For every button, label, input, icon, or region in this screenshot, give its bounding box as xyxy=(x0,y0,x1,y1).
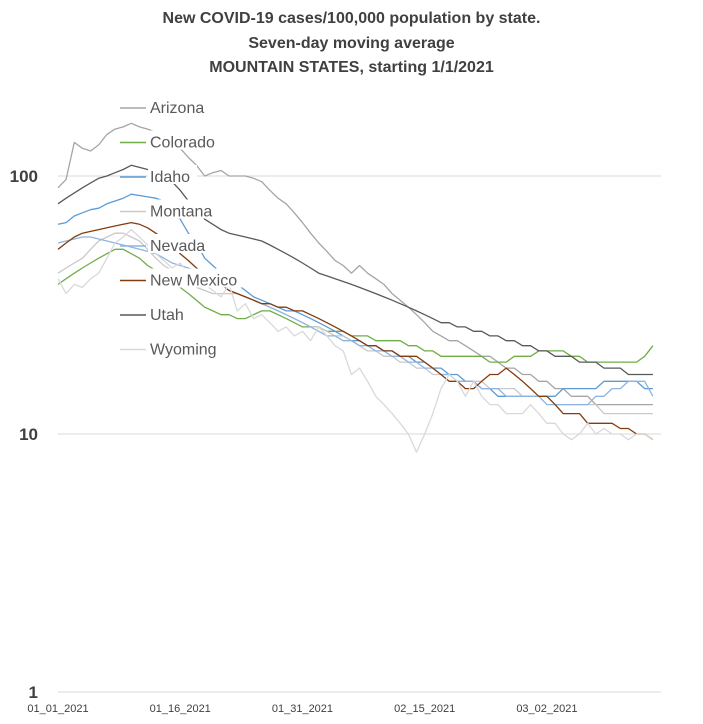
x-tick-label-03_02_2021: 03_02_2021 xyxy=(516,703,577,715)
series-line-new-mexico xyxy=(57,221,654,441)
legend-label-nevada: Nevada xyxy=(150,238,205,255)
x-tick-label-01_01_2021: 01_01_2021 xyxy=(27,703,88,715)
x-tick-label-01_31_2021: 01_31_2021 xyxy=(272,703,333,715)
chart-subtitle: Seven-day moving average xyxy=(248,35,455,52)
legend-label-utah: Utah xyxy=(150,307,184,324)
y-tick-label-1: 1 xyxy=(29,683,38,702)
legend-label-bg-montana xyxy=(148,199,215,219)
series-line-wyoming xyxy=(57,228,654,453)
legend-label-bg-new-mexico xyxy=(148,268,242,288)
legend-label-bg-idaho xyxy=(148,165,197,184)
chart-subtitle-2: MOUNTAIN STATES, starting 1/1/2021 xyxy=(209,59,494,76)
legend-label-bg-colorado xyxy=(148,130,224,150)
y-tick-label-100: 100 xyxy=(10,167,38,186)
series-line-arizona xyxy=(57,122,653,406)
legend-label-arizona: Arizona xyxy=(150,100,204,117)
series-lines xyxy=(57,122,654,453)
legend-label-bg-nevada xyxy=(148,234,206,253)
legend: Arizona Colorado Idaho Montana Nevada New Mex… xyxy=(120,96,242,359)
legend-label-idaho: Idaho xyxy=(150,169,190,186)
legend-label-bg-utah xyxy=(148,303,188,322)
gridlines xyxy=(58,175,661,693)
legend-label-bg-arizona xyxy=(148,96,215,115)
legend-label-new-mexico: New Mexico xyxy=(150,273,237,290)
series-line-montana xyxy=(57,232,653,415)
legend-label-bg-wyoming xyxy=(148,337,215,357)
legend-label-colorado: Colorado xyxy=(150,135,215,152)
series-line-nevada xyxy=(57,236,654,406)
x-tick-label-02_15_2021: 02_15_2021 xyxy=(394,703,455,715)
axes: 1 10 100 01_01_2021 01_16_2021 01_31_2021 02_1… xyxy=(10,167,661,715)
series-line-colorado xyxy=(57,248,654,363)
series-line-idaho xyxy=(57,193,653,397)
legend-label-wyoming: Wyoming xyxy=(150,342,217,359)
y-tick-label-10: 10 xyxy=(19,425,38,444)
legend-label-montana: Montana xyxy=(150,204,212,221)
x-tick-label-01_16_2021: 01_16_2021 xyxy=(150,703,211,715)
chart-title: New COVID-19 cases/100,000 population by… xyxy=(162,10,541,27)
